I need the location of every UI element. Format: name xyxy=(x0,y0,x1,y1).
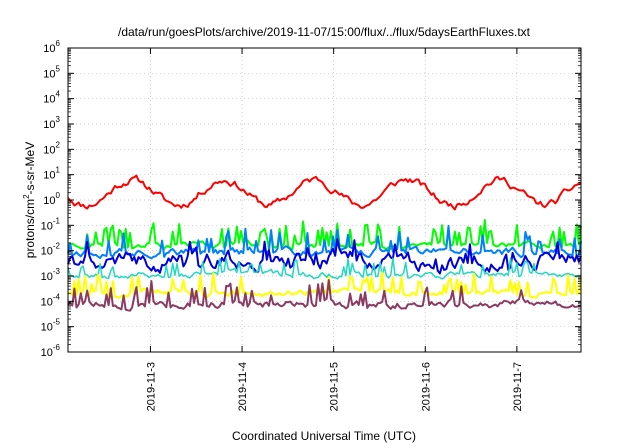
x-tick-label: 2019-11-7 xyxy=(512,362,524,411)
series-line-5 xyxy=(67,271,582,299)
series-line-6 xyxy=(67,279,582,312)
y-tick-label: 101 xyxy=(43,166,60,182)
y-tick-label: 10-3 xyxy=(41,267,61,283)
chart-title: /data/run/goesPlots/archive/2019-11-07/1… xyxy=(118,25,531,39)
y-tick-label: 10-6 xyxy=(41,343,61,359)
x-axis-label: Coordinated Universal Time (UTC) xyxy=(232,429,416,443)
series-line-2 xyxy=(67,224,582,260)
x-tick-label: 2019-11-4 xyxy=(237,362,249,411)
y-tick-label: 104 xyxy=(43,90,60,106)
y-tick-label: 103 xyxy=(43,115,60,131)
x-tick-label: 2019-11-3 xyxy=(145,362,157,411)
y-axis: 10-6 10-5 10-4 10-3 10-2 10-1 100 101 102 103 104 1… xyxy=(41,39,581,359)
y-tick-label: 10-5 xyxy=(41,318,61,334)
series-line-3 xyxy=(67,238,582,275)
y-tick-label: 10-4 xyxy=(41,292,61,308)
series-line-0 xyxy=(67,174,582,211)
x-tick-label: 2019-11-5 xyxy=(329,362,341,411)
x-tick-label: 2019-11-6 xyxy=(420,362,432,411)
x-axis: 2019-11-3 2019-11-4 2019-11-5 2019-11-6 2019… xyxy=(145,48,524,411)
y-tick-label: 105 xyxy=(43,64,60,80)
series-layer xyxy=(67,174,582,312)
y-tick-label: 10-2 xyxy=(41,242,61,258)
y-tick-label: 10-1 xyxy=(41,216,61,232)
y-axis-label: protons/cm2-s-sr-MeV xyxy=(22,142,37,258)
series-line-4 xyxy=(67,257,582,280)
y-tick-label: 100 xyxy=(43,191,60,207)
y-tick-label: 106 xyxy=(43,39,60,55)
y-tick-label: 102 xyxy=(43,140,60,156)
